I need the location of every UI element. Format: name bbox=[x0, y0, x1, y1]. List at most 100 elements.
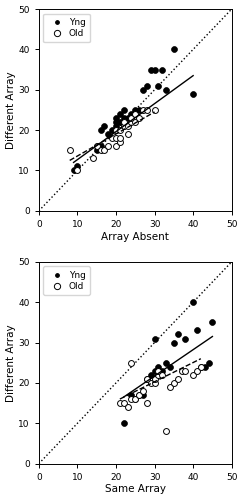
Point bbox=[191, 298, 195, 306]
Point bbox=[141, 106, 145, 114]
Point bbox=[176, 330, 180, 338]
Point bbox=[91, 154, 95, 162]
Point bbox=[72, 166, 76, 174]
Point bbox=[153, 66, 156, 74]
Point bbox=[122, 420, 126, 428]
Point bbox=[76, 162, 79, 170]
Point bbox=[114, 134, 118, 142]
Point bbox=[149, 371, 153, 379]
Point bbox=[137, 391, 141, 399]
Point bbox=[76, 166, 79, 174]
Point bbox=[133, 118, 137, 126]
Point bbox=[122, 399, 126, 407]
Y-axis label: Different Array: Different Array bbox=[6, 324, 16, 402]
Point bbox=[149, 66, 153, 74]
X-axis label: Same Array: Same Array bbox=[105, 484, 166, 494]
Point bbox=[114, 118, 118, 126]
Point bbox=[118, 134, 122, 142]
Point bbox=[118, 399, 122, 407]
Point bbox=[183, 334, 187, 342]
Point bbox=[172, 338, 176, 346]
Point bbox=[130, 110, 133, 118]
X-axis label: Array Absent: Array Absent bbox=[101, 232, 169, 241]
Point bbox=[176, 375, 180, 383]
Point bbox=[137, 114, 141, 122]
Point bbox=[164, 358, 168, 366]
Point bbox=[95, 142, 99, 150]
Point bbox=[130, 118, 133, 126]
Point bbox=[156, 367, 160, 375]
Point bbox=[145, 375, 149, 383]
Point bbox=[118, 138, 122, 146]
Point bbox=[133, 395, 137, 403]
Point bbox=[122, 106, 126, 114]
Point bbox=[149, 379, 153, 387]
Point bbox=[145, 82, 149, 90]
Point bbox=[114, 122, 118, 130]
Point bbox=[110, 126, 114, 134]
Point bbox=[156, 82, 160, 90]
Point bbox=[145, 399, 149, 407]
Point bbox=[172, 379, 176, 387]
Point bbox=[118, 126, 122, 134]
Point bbox=[164, 86, 168, 94]
Point bbox=[164, 428, 168, 436]
Point bbox=[99, 126, 103, 134]
Point bbox=[126, 130, 130, 138]
Legend: Yng, Old: Yng, Old bbox=[43, 14, 90, 42]
Point bbox=[183, 367, 187, 375]
Point bbox=[95, 146, 99, 154]
Point bbox=[141, 86, 145, 94]
Point bbox=[130, 114, 133, 122]
Point bbox=[106, 142, 110, 150]
Point bbox=[191, 90, 195, 98]
Point bbox=[114, 126, 118, 134]
Point bbox=[141, 387, 145, 395]
Point bbox=[118, 118, 122, 126]
Point bbox=[122, 114, 126, 122]
Point bbox=[195, 367, 199, 375]
Point bbox=[156, 371, 160, 379]
Point bbox=[133, 110, 137, 118]
Point bbox=[168, 383, 172, 391]
Point bbox=[130, 395, 133, 403]
Point bbox=[156, 363, 160, 371]
Point bbox=[99, 142, 103, 150]
Point bbox=[160, 66, 164, 74]
Point bbox=[160, 367, 164, 375]
Point bbox=[207, 358, 210, 366]
Point bbox=[180, 367, 183, 375]
Y-axis label: Different Array: Different Array bbox=[6, 71, 16, 149]
Point bbox=[68, 146, 72, 154]
Point bbox=[210, 318, 214, 326]
Point bbox=[118, 110, 122, 118]
Point bbox=[199, 363, 203, 371]
Point bbox=[153, 334, 156, 342]
Point bbox=[122, 118, 126, 126]
Point bbox=[99, 146, 103, 154]
Point bbox=[95, 142, 99, 150]
Point bbox=[168, 363, 172, 371]
Point bbox=[114, 142, 118, 150]
Point bbox=[153, 367, 156, 375]
Point bbox=[195, 326, 199, 334]
Point bbox=[110, 134, 114, 142]
Legend: Yng, Old: Yng, Old bbox=[43, 266, 90, 295]
Point bbox=[141, 391, 145, 399]
Point bbox=[126, 114, 130, 122]
Point bbox=[126, 403, 130, 411]
Point bbox=[145, 375, 149, 383]
Point bbox=[153, 375, 156, 383]
Point bbox=[137, 106, 141, 114]
Point bbox=[130, 358, 133, 366]
Point bbox=[160, 371, 164, 379]
Point bbox=[106, 130, 110, 138]
Point bbox=[122, 122, 126, 130]
Point bbox=[153, 106, 156, 114]
Point bbox=[145, 106, 149, 114]
Point bbox=[153, 379, 156, 387]
Point bbox=[133, 106, 137, 114]
Point bbox=[133, 395, 137, 403]
Point bbox=[199, 363, 203, 371]
Point bbox=[137, 391, 141, 399]
